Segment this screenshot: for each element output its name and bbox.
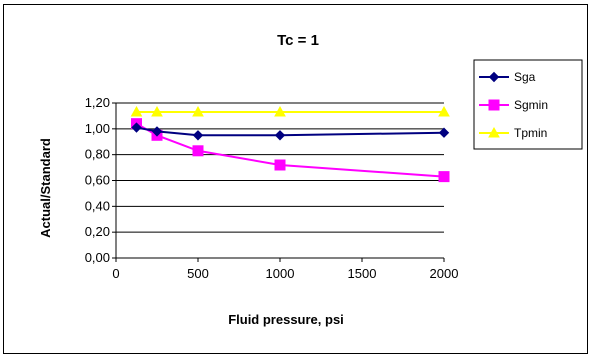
legend-marker <box>488 99 500 111</box>
x-axis-title: Fluid pressure, psi <box>228 312 344 327</box>
legend: Sga Sgmin Tpmin <box>473 59 583 150</box>
data-point <box>274 130 286 141</box>
series-sga <box>131 122 450 141</box>
series-sgmin <box>131 118 450 183</box>
plot-area: 0,00 0,20 0,40 0,60 0,80 1,00 1,20 0 500 1000 1500… <box>85 95 459 281</box>
legend-label: Sga <box>514 70 536 84</box>
x-tick-label: 1000 <box>266 266 295 281</box>
y-tick-label: 1,00 <box>85 121 110 136</box>
data-point <box>274 106 286 117</box>
x-tick-label: 2000 <box>430 266 459 281</box>
data-point <box>192 106 204 117</box>
x-tick-label: 1500 <box>348 266 377 281</box>
y-tick-label: 0,40 <box>85 198 110 213</box>
y-tick-label: 0,00 <box>85 250 110 265</box>
data-point <box>438 127 450 138</box>
y-axis-title: Actual/Standard <box>38 138 53 238</box>
y-tick-label: 1,20 <box>85 95 110 110</box>
data-point <box>130 106 143 117</box>
y-tick-label: 0,80 <box>85 147 110 162</box>
data-point <box>192 145 204 157</box>
data-point <box>151 126 163 137</box>
data-point <box>438 171 450 183</box>
x-tick-label: 500 <box>187 266 209 281</box>
x-tick-label: 0 <box>112 266 119 281</box>
series-tpmin <box>130 106 450 117</box>
y-tick-label: 0,20 <box>85 224 110 239</box>
legend-marker <box>488 126 500 138</box>
legend-marker <box>488 71 500 83</box>
y-tick-label: 0,60 <box>85 173 110 188</box>
data-point <box>274 159 286 171</box>
data-point <box>151 106 163 117</box>
chart-title: Tc = 1 <box>277 32 319 49</box>
legend-label: Tpmin <box>514 126 547 140</box>
legend-item-sga: Sga <box>479 70 536 84</box>
data-point <box>131 122 142 133</box>
legend-label: Sgmin <box>514 98 548 112</box>
data-point <box>192 130 204 141</box>
legend-item-tpmin: Tpmin <box>479 126 547 140</box>
data-point <box>438 106 450 117</box>
series-line <box>136 122 445 178</box>
legend-item-sgmin: Sgmin <box>479 98 548 112</box>
